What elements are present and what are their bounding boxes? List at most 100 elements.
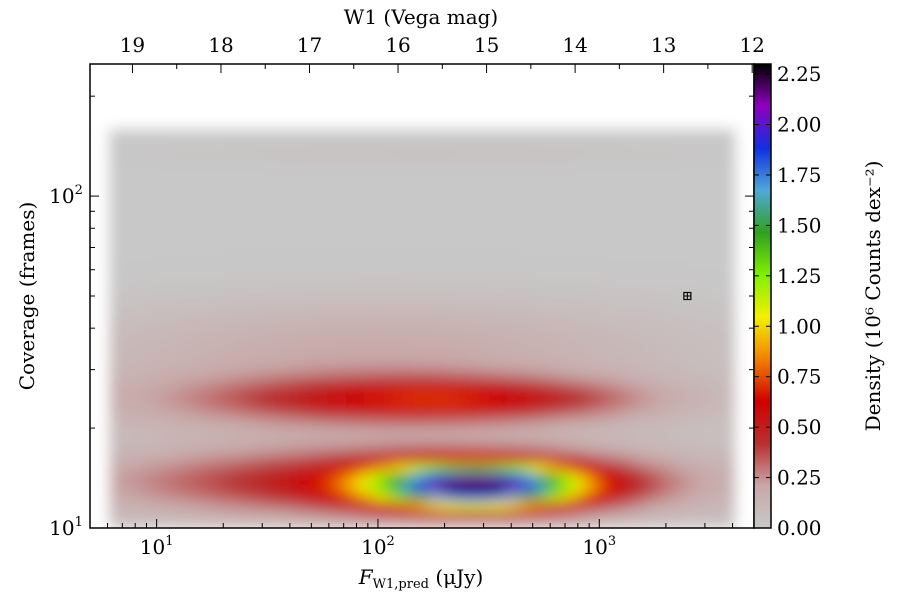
heatmap-cell [384,379,395,390]
heatmap-cell [431,175,442,186]
heatmap-cell [355,490,366,501]
heatmap-cell [222,490,233,501]
heatmap-cell [697,435,708,446]
heatmap-cell [488,472,499,483]
heatmap-cell [630,444,641,455]
heatmap-cell [327,472,338,483]
heatmap-cell [270,453,281,464]
heatmap-cell [365,351,376,362]
heatmap-cell [108,490,120,501]
heatmap-cell [412,463,423,473]
heatmap-cell [621,221,632,232]
heatmap-cell [336,249,347,260]
heatmap-cell [346,203,357,214]
heatmap-cell [450,212,461,223]
heatmap-cell [659,444,670,455]
heatmap-cell [716,379,727,390]
heatmap-cell [611,333,622,343]
heatmap-cell [459,500,471,511]
heatmap-cell [659,249,670,260]
heatmap-cell [241,425,252,436]
heatmap-cell [241,333,252,343]
heatmap-cell [222,333,233,343]
heatmap-cell [317,305,328,316]
heatmap-cell [687,305,698,316]
heatmap-cell [289,407,300,418]
heatmap-cell [516,351,527,362]
heatmap-cell [156,416,167,427]
heatmap-cell [317,388,328,399]
heatmap-cell [384,314,395,325]
heatmap-cell [630,203,641,214]
heatmap-cell [478,379,489,390]
heatmap-cell [346,184,357,195]
heatmap-cell [497,509,508,520]
heatmap-cell [706,258,717,269]
heatmap-cell [270,268,281,279]
heatmap-cell [573,518,584,528]
heatmap-cell [327,509,338,520]
heatmap-cell [251,463,262,473]
heatmap-cell [146,425,157,436]
heatmap-cell [592,286,603,297]
heatmap-cell [108,407,120,418]
heatmap-cell [488,184,499,195]
heatmap-cell [564,444,575,455]
heatmap-cell [602,268,613,279]
heatmap-cell [697,212,708,223]
heatmap-cell [298,147,309,158]
heatmap-cell [260,231,271,241]
heatmap-cell [251,128,262,139]
heatmap-cell [203,203,214,214]
heatmap-cell [459,277,471,288]
heatmap-cell [621,268,632,279]
heatmap-cell [308,490,319,501]
heatmap-cell [203,342,214,353]
heatmap-cell [184,258,195,269]
heatmap-cell [545,231,556,241]
heatmap-cell [583,323,594,334]
heatmap-cell [573,258,584,269]
heatmap-cell [384,463,395,473]
heatmap-cell [478,463,489,473]
heatmap-cell [478,500,489,511]
heatmap-cell [526,407,537,418]
heatmap-cell [469,221,480,232]
heatmap-cell [583,333,594,343]
heatmap-cell [592,175,603,186]
heatmap-cell [507,166,518,176]
heatmap-cell [706,500,717,511]
heatmap-cell [108,175,120,186]
heatmap-cell [659,463,670,473]
heatmap-cell [716,268,727,279]
heatmap-cell [583,286,594,297]
heatmap-cell [308,370,319,381]
heatmap-cell [327,305,338,316]
heatmap-cell [346,277,357,288]
heatmap-cell [403,249,414,260]
heatmap-cell [317,128,328,139]
heatmap-cell [497,314,508,325]
heatmap-cell [374,128,385,139]
heatmap-cell [384,305,395,316]
heatmap-cell [583,175,594,186]
heatmap-cell [308,314,319,325]
heatmap-cell [260,472,271,483]
heatmap-cell [241,463,252,473]
heatmap-cell [289,240,300,251]
heatmap-cell [488,360,499,371]
heatmap-cell [118,305,129,316]
heatmap-cell [203,444,214,455]
heatmap-cell [431,240,442,251]
heatmap-cell [203,388,214,399]
heatmap-cell [516,268,527,279]
heatmap-cell [317,360,328,371]
heatmap-cell [516,128,527,139]
heatmap-cell [232,435,243,446]
heatmap-cell [535,268,546,279]
heatmap-cell [611,212,622,223]
heatmap-cell [336,231,347,241]
heatmap-cell [649,203,660,214]
heatmap-cell [668,435,679,446]
heatmap-cell [232,277,243,288]
